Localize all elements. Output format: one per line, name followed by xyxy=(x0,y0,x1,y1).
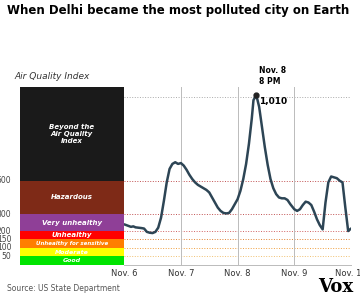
Text: Moderate: Moderate xyxy=(55,250,89,254)
Bar xyxy=(20,231,124,239)
Text: 150: 150 xyxy=(0,235,12,244)
Text: Very unhealthy: Very unhealthy xyxy=(42,219,102,226)
Text: Unhealthy for sensitive: Unhealthy for sensitive xyxy=(36,241,108,246)
Text: Vox: Vox xyxy=(318,278,353,296)
Text: Beyond the
Air Quality
Index: Beyond the Air Quality Index xyxy=(49,123,95,144)
Bar xyxy=(20,256,124,265)
Text: 100: 100 xyxy=(0,243,12,252)
Text: When Delhi became the most polluted city on Earth: When Delhi became the most polluted city… xyxy=(7,4,350,17)
Text: 300: 300 xyxy=(0,210,12,219)
Bar xyxy=(20,239,124,248)
Text: 50: 50 xyxy=(2,252,12,261)
Text: Air Quality Index: Air Quality Index xyxy=(15,72,90,81)
Text: Good: Good xyxy=(63,258,81,263)
Bar xyxy=(20,214,124,231)
Text: Nov. 8
8 PM: Nov. 8 8 PM xyxy=(258,66,286,86)
Text: Unhealthy: Unhealthy xyxy=(52,232,92,238)
Text: 1,010: 1,010 xyxy=(258,97,287,106)
Bar xyxy=(20,248,124,256)
Bar xyxy=(20,181,124,214)
Bar xyxy=(20,87,124,181)
Text: Source: US State Department: Source: US State Department xyxy=(7,284,120,293)
Text: 200: 200 xyxy=(0,227,12,236)
Text: Hazardous: Hazardous xyxy=(51,194,93,201)
Text: 500: 500 xyxy=(0,176,12,185)
